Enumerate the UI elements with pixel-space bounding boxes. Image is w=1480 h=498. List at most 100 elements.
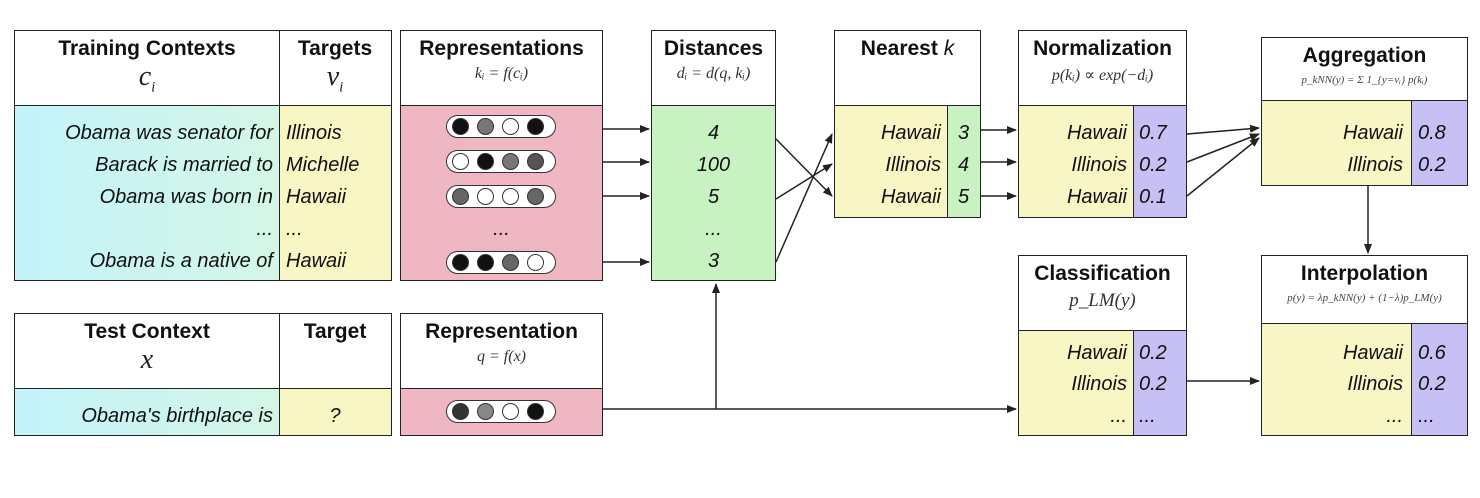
arrow [1186,133,1260,163]
vector-dot [527,403,544,420]
interpolation-value: ... [1418,405,1435,427]
classification-formula: p_LM(y) [1069,290,1136,311]
aggregation-label: Hawaii [1342,122,1403,144]
vector-dot [502,403,519,420]
vector-dot [477,118,494,135]
nearest-value: 5 [957,186,970,208]
distance-value: 5 [707,186,720,208]
training-table: Training Contexts ci Targets vi Obama wa… [14,30,392,281]
distances-body [652,106,775,280]
vector-dot [502,188,519,205]
arrow [1186,124,1260,135]
vector-dot [452,254,469,271]
normalization-box: Normalization p(kᵢ) ∝ exp(−dᵢ) Hawaii Il… [1018,30,1187,218]
normalization-labels-column [1019,106,1133,217]
interpolation-labels-column [1262,324,1411,435]
nearest-label: Hawaii [880,186,941,208]
representations-formula: kᵢ = f(cᵢ) [474,65,529,82]
representations-box: Representations kᵢ = f(cᵢ) ... [400,30,603,281]
training-context-row: Obama is a native of [89,250,273,272]
interpolation-box: Interpolation p(y) = λp_kNN(y) + (1−λ)p_… [1261,255,1468,436]
training-symbol-sub: i [151,79,156,96]
interpolation-label: Illinois [1347,373,1403,395]
aggregation-values-column [1411,101,1467,185]
vector-dot [477,254,494,271]
training-context-row: Barack is married to [95,154,273,176]
classification-label: Illinois [1071,373,1127,395]
normalization-title: Normalization [1033,37,1172,60]
aggregation-labels-column [1262,101,1411,185]
training-context-row: Obama was senator for [65,122,273,144]
test-symbol: x [140,344,154,375]
representation-box: Representation q = f(x) [400,313,603,436]
target-row: ... [286,218,303,240]
interpolation-label: ... [1386,405,1403,427]
normalization-value: 0.2 [1139,154,1167,176]
test-context-title: Test Context [84,320,210,343]
targets-symbol-sub: i [339,79,344,96]
training-context-row: Obama was born in [99,186,273,208]
nearest-title: Nearest [860,37,938,60]
target-row: Hawaii [286,250,347,272]
normalization-values-column [1133,106,1186,217]
aggregation-title: Aggregation [1302,44,1427,67]
classification-title: Classification [1034,262,1171,285]
distances-box: Distances dᵢ = d(q, kᵢ) 4 100 5 ... 3 [651,30,776,281]
test-context-cell [15,389,279,435]
aggregation-value: 0.8 [1418,122,1446,144]
nearest-k-box: Nearest k Hawaii Illinois Hawaii 3 4 5 [834,30,981,218]
representation-formula: q = f(x) [477,348,526,365]
aggregation-box: Aggregation p_kNN(y) = Σ 1_{y=vᵢ} p(kᵢ) … [1261,37,1468,186]
normalization-value: 0.1 [1139,186,1167,208]
training-header: Training Contexts ci Targets vi [15,31,391,106]
test-context-text: Obama's birthplace is [81,405,273,427]
vector-dot [452,118,469,135]
interpolation-value: 0.6 [1418,342,1446,364]
target-row: Michelle [286,154,360,176]
test-table: Test Context x Target Obama's birthplace… [14,313,392,436]
nearest-k: k [943,37,955,60]
distance-value: 100 [696,154,731,176]
training-symbol: c [138,61,152,92]
arrow [775,133,833,263]
aggregation-formula: p_kNN(y) = Σ 1_{y=vᵢ} p(kᵢ) [1301,74,1428,86]
interpolation-title: Interpolation [1300,262,1429,285]
query-vector [446,400,556,423]
distance-value: 4 [707,122,720,144]
test-target-value: ? [329,405,341,427]
representation-vector [446,251,556,274]
normalization-label: Illinois [1071,154,1127,176]
representation-vector [446,150,556,173]
vector-dot [477,403,494,420]
distance-value: 3 [707,250,720,272]
test-target-cell [279,389,391,435]
distance-value: ... [705,218,722,240]
nearest-value: 3 [957,122,970,144]
vector-dot [502,118,519,135]
vector-dot [502,153,519,170]
representation-vector [446,115,556,138]
vector-dot [527,188,544,205]
nearest-labels-column [835,106,947,217]
targets-title: Targets [297,37,373,60]
target-row: Illinois [286,122,342,144]
nearest-value: 4 [957,154,970,176]
vector-dot [477,153,494,170]
target-row: Hawaii [286,186,347,208]
vector-dot [502,254,519,271]
arrow [775,163,833,200]
normalization-label: Hawaii [1066,122,1127,144]
training-contexts-column [15,106,279,280]
aggregation-label: Illinois [1347,154,1403,176]
nearest-label: Illinois [885,154,941,176]
test-target-title: Target [303,320,367,343]
classification-label: ... [1110,405,1127,427]
interpolation-value: 0.2 [1418,373,1446,395]
training-contexts-title: Training Contexts [58,37,236,60]
distances-formula: dᵢ = d(q, kᵢ) [676,65,751,82]
interpolation-values-column [1411,324,1467,435]
distances-title: Distances [663,37,764,60]
targets-column [279,106,391,280]
interpolation-formula: p(y) = λp_kNN(y) + (1−λ)p_LM(y) [1287,292,1442,304]
